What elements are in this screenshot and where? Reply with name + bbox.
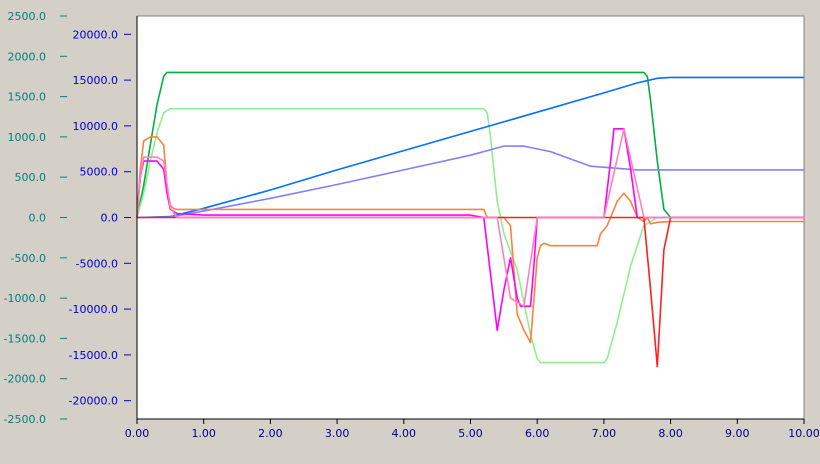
x-tick-label: 4.00 <box>392 427 417 440</box>
x-tick-label: 7.00 <box>592 427 617 440</box>
y-tick-label-outer: -2500.0 <box>4 413 46 426</box>
y-tick-label-outer: -500.0 <box>11 252 46 265</box>
series-line-2 <box>136 76 804 219</box>
y-tick-label-outer: -1500.0 <box>4 332 46 345</box>
series-layer <box>136 71 804 368</box>
y-tick-label-outer: 2500.0 <box>8 10 47 23</box>
x-tick-label: 2.00 <box>258 427 283 440</box>
y-tick-label-inner: 15000.0 <box>73 74 119 87</box>
y-tick-label-inner: -15000.0 <box>69 349 118 362</box>
x-tick-label: 1.00 <box>191 427 216 440</box>
y-tick-label-outer: 1000.0 <box>8 131 47 144</box>
y-tick-label-outer: 0.0 <box>29 212 47 225</box>
y-tick-label-outer: -1000.0 <box>4 292 46 305</box>
y-tick-label-inner: 0.0 <box>101 212 119 225</box>
x-tick-label: 10.00 <box>788 427 820 440</box>
x-tick-label: 5.00 <box>458 427 483 440</box>
y-tick-label-inner: 10000.0 <box>73 120 119 133</box>
y-tick-label-inner: 5000.0 <box>80 166 119 179</box>
series-line-0 <box>136 71 804 219</box>
y-tick-label-outer: 2000.0 <box>8 50 47 63</box>
x-tick-label: 0.00 <box>125 427 150 440</box>
y-tick-label-inner: -20000.0 <box>69 395 118 408</box>
y-tick-label-outer: 500.0 <box>15 171 47 184</box>
series-line-5 <box>136 128 804 332</box>
x-tick-label: 3.00 <box>325 427 350 440</box>
x-tick-label: 9.00 <box>725 427 750 440</box>
y-tick-label-inner: 20000.0 <box>73 28 119 41</box>
y-tick-label-outer: 1500.0 <box>8 91 47 104</box>
y-tick-label-outer: -2000.0 <box>4 373 46 386</box>
series-line-7 <box>136 128 804 307</box>
x-tick-label: 6.00 <box>525 427 550 440</box>
y-tick-label-inner: -5000.0 <box>76 257 118 270</box>
y-tick-label-inner: -10000.0 <box>69 303 118 316</box>
x-tick-label: 8.00 <box>658 427 683 440</box>
axes-layer: 0.00 1.00 2.00 3.00 4.00 5.00 6.00 7.00 8.00 9.00… <box>4 10 820 440</box>
